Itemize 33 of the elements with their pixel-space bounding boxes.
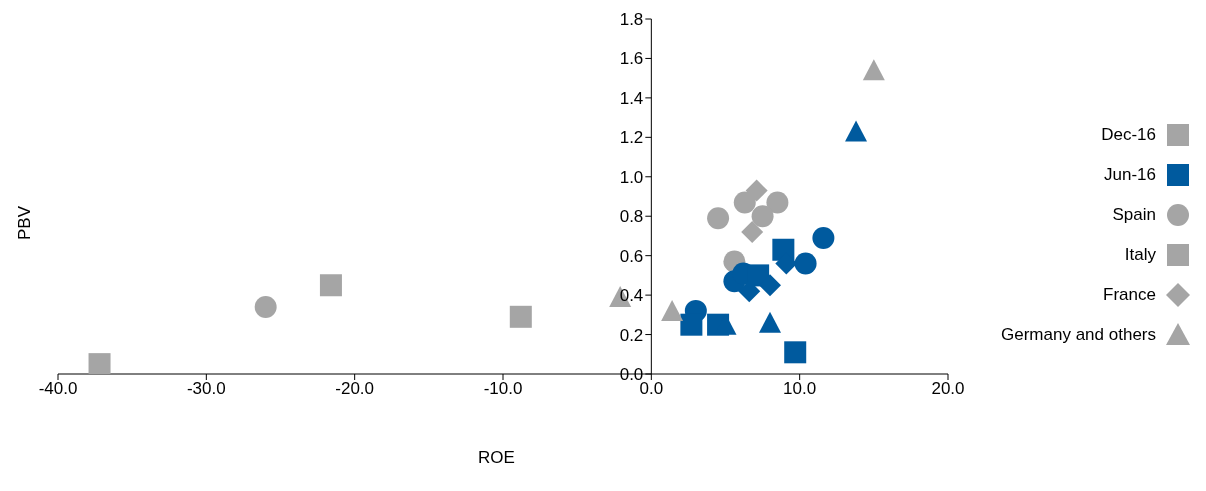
y-tick-label: 0.6 — [619, 246, 644, 266]
legend-label: Italy — [1124, 245, 1156, 265]
x-tick-label: 20.0 — [931, 379, 965, 399]
point — [680, 313, 703, 336]
y-tick-label: 1.0 — [619, 167, 644, 187]
x-tick-label: -30.0 — [186, 379, 226, 399]
x-tick-label: 10.0 — [783, 379, 817, 399]
legend-label: Dec-16 — [1101, 125, 1156, 145]
y-tick-label: 0.8 — [619, 207, 644, 227]
y-tick-label: 0.2 — [619, 325, 644, 345]
legend-label: Spain — [1112, 205, 1156, 225]
y-tick-label: 1.4 — [619, 88, 644, 108]
point — [751, 205, 774, 228]
x-tick-label: -10.0 — [483, 379, 523, 399]
x-tick-label: -20.0 — [335, 379, 375, 399]
point — [759, 274, 781, 297]
point — [733, 191, 756, 214]
point — [707, 207, 730, 230]
y-axis-title: PBV — [15, 205, 35, 241]
x-axis-title: ROE — [478, 448, 515, 468]
y-tick-label: 1.2 — [619, 128, 644, 148]
y-tick-label: 1.8 — [619, 10, 644, 30]
x-tick-label: -40.0 — [38, 379, 78, 399]
legend-label: Germany and others — [1001, 325, 1156, 345]
legend-label: Jun-16 — [1104, 165, 1156, 185]
point — [766, 191, 789, 214]
x-tick-label: 0.0 — [639, 379, 664, 399]
y-tick-label: 1.6 — [619, 49, 644, 69]
point — [254, 295, 277, 318]
legend-label: France — [1103, 285, 1156, 305]
y-tick-label: 0.4 — [619, 286, 644, 306]
point — [784, 341, 807, 364]
point — [738, 280, 761, 303]
